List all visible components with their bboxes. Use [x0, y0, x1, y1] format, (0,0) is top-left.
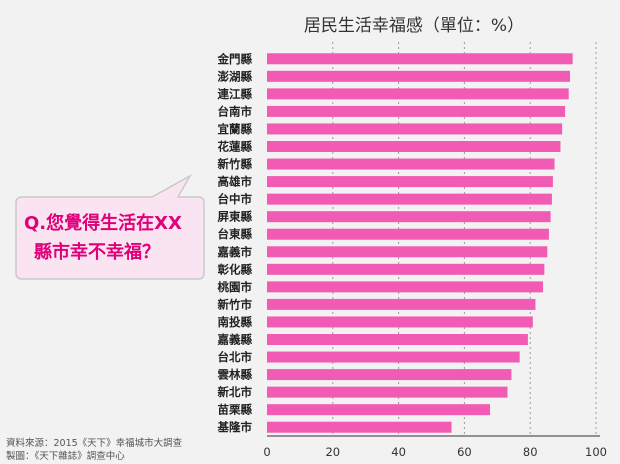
x-tick-label: 80	[523, 445, 538, 459]
bar	[267, 404, 491, 416]
category-labels: 金門縣澎湖縣連江縣台南市宜蘭縣花蓮縣新竹縣高雄市台中市屏東縣台東縣嘉義市彰化縣桃…	[217, 52, 253, 434]
source-line-1: 資料來源：2015《天下》幸福城市大調查	[6, 437, 183, 449]
question-callout: Q.您覺得生活在XX 縣市幸不幸福？	[15, 174, 205, 280]
bar	[267, 53, 573, 65]
category-label: 南投縣	[218, 315, 253, 329]
source-line-2: 製圖：《天下雜誌》調查中心	[6, 450, 125, 462]
callout-line-2: 縣市幸不幸福？	[34, 241, 160, 263]
category-label: 台東縣	[218, 227, 253, 241]
bar	[267, 228, 549, 240]
category-label: 桃園市	[218, 280, 253, 294]
bar	[267, 88, 569, 100]
category-label: 苗栗縣	[218, 403, 253, 417]
bar	[267, 246, 548, 258]
category-label: 嘉義縣	[217, 333, 253, 347]
category-label: 彰化縣	[218, 262, 253, 276]
category-label: 新竹縣	[218, 157, 253, 171]
category-label: 雲林縣	[218, 368, 253, 382]
category-label: 新竹市	[218, 297, 253, 311]
bar	[267, 70, 571, 82]
bar	[267, 316, 533, 328]
category-label: 連江縣	[218, 87, 253, 101]
category-label: 基隆市	[217, 420, 253, 434]
category-label: 澎湖縣	[218, 69, 253, 83]
bar	[267, 298, 536, 310]
bar	[267, 158, 555, 170]
bar	[267, 123, 563, 135]
x-tick-labels: 0 20 40 60 80 100	[263, 445, 607, 459]
bar	[267, 334, 528, 345]
callout-line-1: Q.您覺得生活在XX	[24, 212, 182, 234]
bar	[267, 386, 508, 398]
bar	[267, 369, 512, 381]
bar	[267, 421, 452, 433]
bar	[267, 193, 552, 205]
category-label: 台中市	[218, 192, 253, 206]
chart-title: 居民生活幸福感（單位：%）	[304, 16, 524, 36]
bars	[267, 53, 573, 433]
category-label: 花蓮縣	[218, 140, 253, 154]
category-label: 台北市	[218, 350, 253, 364]
x-tick-label: 20	[325, 445, 340, 459]
bar	[267, 281, 544, 293]
category-label: 屏東縣	[218, 210, 253, 224]
bar	[267, 176, 553, 188]
bar	[267, 105, 566, 117]
category-label: 新北市	[218, 385, 253, 399]
bar	[267, 211, 551, 223]
bar	[267, 351, 520, 363]
category-label: 台南市	[218, 104, 253, 118]
callout-bubble	[15, 174, 205, 280]
x-tick-label: 60	[457, 445, 472, 459]
category-label: 宜蘭縣	[218, 122, 253, 136]
category-label: 嘉義市	[217, 245, 253, 259]
x-tick-label: 100	[585, 445, 607, 459]
bar	[267, 141, 561, 152]
x-tick-label: 0	[263, 445, 270, 459]
x-tick-label: 40	[391, 445, 406, 459]
bar	[267, 263, 545, 275]
category-label: 高雄市	[218, 175, 253, 189]
category-label: 金門縣	[217, 52, 253, 66]
